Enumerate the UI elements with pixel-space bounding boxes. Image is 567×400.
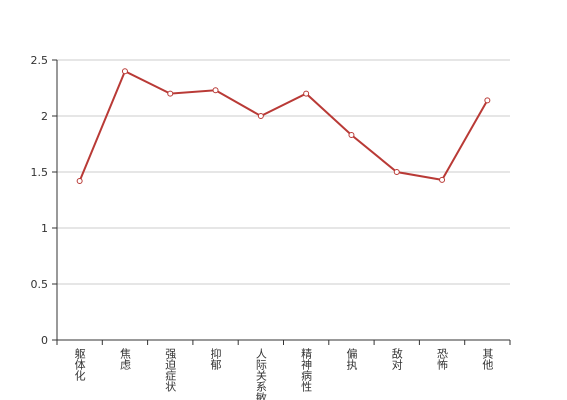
y-tick-label: 0.5: [31, 278, 49, 291]
x-tick-label: 恐怖: [436, 348, 449, 370]
x-tick-label: 焦虑: [118, 348, 131, 370]
point: [167, 90, 174, 97]
point: [393, 169, 400, 175]
y-tick-label: 1: [41, 222, 48, 235]
y-tick-label: 1.5: [31, 166, 49, 179]
x-tick-label: 精神病性: [300, 348, 313, 393]
x-tick-label: 偏执: [345, 347, 358, 371]
x-tick-label: 人际关系敏感: [254, 348, 267, 400]
point: [484, 97, 491, 104]
line: [78, 69, 489, 182]
x-tick-label: 躯体化: [73, 348, 86, 382]
x-tick-label: 敌对: [390, 347, 403, 370]
point: [212, 87, 219, 94]
point: [76, 177, 83, 184]
point: [257, 113, 264, 119]
y-tick-label: 0: [41, 334, 48, 347]
y-tick-label: 2: [41, 110, 48, 123]
x-tick-label: 强迫症状: [164, 348, 177, 392]
y-tick-label: 2.5: [31, 54, 49, 67]
x-tick-label: 其他: [481, 348, 494, 370]
point: [439, 176, 446, 183]
point: [303, 90, 310, 97]
point: [348, 132, 355, 139]
x-tick-label: 抑郁: [209, 347, 222, 370]
point: [121, 68, 128, 75]
